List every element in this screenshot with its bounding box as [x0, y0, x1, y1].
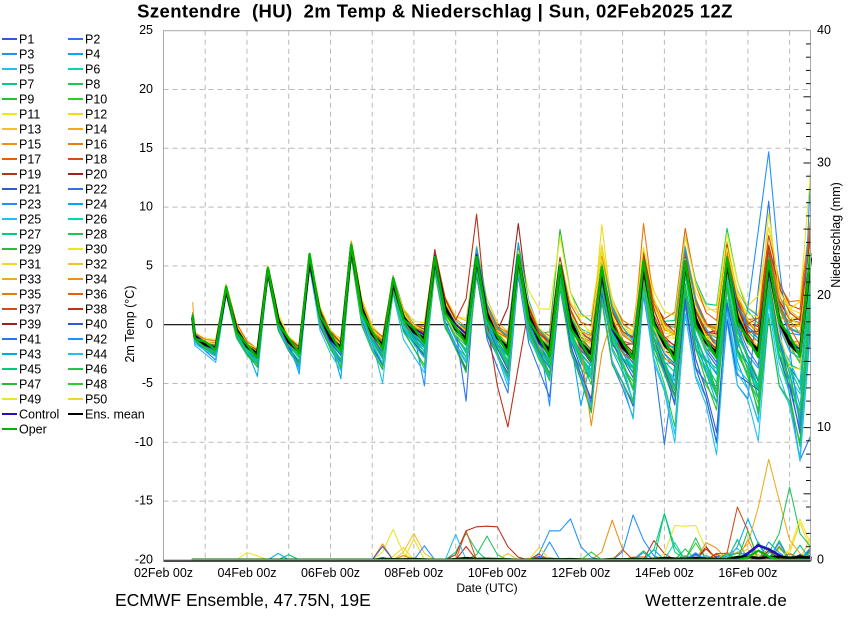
- svg-text:P4: P4: [85, 48, 100, 62]
- svg-text:20: 20: [817, 288, 831, 302]
- svg-text:P44: P44: [85, 348, 107, 362]
- svg-text:P40: P40: [85, 318, 107, 332]
- svg-text:30: 30: [817, 156, 831, 170]
- svg-text:Wetterzentrale.de: Wetterzentrale.de: [645, 591, 787, 610]
- svg-text:-20: -20: [135, 552, 153, 566]
- svg-text:P30: P30: [85, 243, 107, 257]
- svg-text:P34: P34: [85, 273, 107, 287]
- svg-text:P37: P37: [19, 303, 41, 317]
- svg-text:10Feb 00z: 10Feb 00z: [468, 566, 527, 580]
- svg-text:P28: P28: [85, 228, 107, 242]
- svg-text:P38: P38: [85, 303, 107, 317]
- svg-text:-5: -5: [142, 376, 153, 390]
- svg-text:P32: P32: [85, 258, 107, 272]
- svg-text:10: 10: [817, 420, 831, 434]
- svg-text:2m Temp (°C): 2m Temp (°C): [123, 285, 137, 362]
- svg-text:0: 0: [817, 552, 824, 566]
- svg-text:14Feb 00z: 14Feb 00z: [635, 566, 694, 580]
- svg-text:P31: P31: [19, 258, 41, 272]
- svg-text:P25: P25: [19, 213, 41, 227]
- svg-text:P27: P27: [19, 228, 41, 242]
- svg-text:P1: P1: [19, 33, 34, 47]
- svg-text:ECMWF Ensemble, 47.75N, 19E: ECMWF Ensemble, 47.75N, 19E: [115, 590, 371, 610]
- svg-text:15: 15: [139, 141, 153, 155]
- svg-text:P10: P10: [85, 93, 107, 107]
- svg-text:P8: P8: [85, 78, 100, 92]
- svg-text:P11: P11: [19, 108, 40, 122]
- svg-text:20: 20: [139, 82, 153, 96]
- svg-text:P35: P35: [19, 288, 41, 302]
- svg-text:P45: P45: [19, 363, 41, 377]
- svg-text:P3: P3: [19, 48, 34, 62]
- svg-text:40: 40: [817, 23, 831, 37]
- svg-text:P9: P9: [19, 93, 34, 107]
- svg-text:Niederschlag (mm): Niederschlag (mm): [829, 182, 843, 288]
- svg-text:12Feb 00z: 12Feb 00z: [551, 566, 610, 580]
- svg-text:P21: P21: [19, 183, 41, 197]
- svg-text:16Feb 00z: 16Feb 00z: [718, 566, 777, 580]
- svg-text:P14: P14: [85, 123, 107, 137]
- svg-text:P36: P36: [85, 288, 107, 302]
- svg-text:P16: P16: [85, 138, 107, 152]
- svg-text:P50: P50: [85, 393, 107, 407]
- svg-text:10: 10: [139, 200, 153, 214]
- svg-text:P12: P12: [85, 108, 107, 122]
- svg-text:P24: P24: [85, 198, 107, 212]
- svg-text:P17: P17: [19, 153, 41, 167]
- svg-text:P7: P7: [19, 78, 34, 92]
- svg-text:Oper: Oper: [19, 423, 47, 437]
- svg-text:P2: P2: [85, 33, 100, 47]
- svg-text:Ens. mean: Ens. mean: [85, 408, 145, 422]
- svg-text:06Feb 00z: 06Feb 00z: [301, 566, 360, 580]
- svg-text:P41: P41: [19, 333, 41, 347]
- svg-text:P23: P23: [19, 198, 41, 212]
- svg-text:-15: -15: [135, 494, 153, 508]
- svg-text:Date (UTC): Date (UTC): [456, 581, 517, 595]
- svg-text:P39: P39: [19, 318, 41, 332]
- svg-text:P33: P33: [19, 273, 41, 287]
- svg-text:P42: P42: [85, 333, 107, 347]
- svg-text:P22: P22: [85, 183, 107, 197]
- svg-text:P29: P29: [19, 243, 41, 257]
- svg-text:P26: P26: [85, 213, 107, 227]
- svg-text:04Feb 00z: 04Feb 00z: [217, 566, 276, 580]
- svg-text:5: 5: [146, 258, 153, 272]
- svg-text:25: 25: [139, 23, 153, 37]
- svg-text:P48: P48: [85, 378, 107, 392]
- svg-text:P20: P20: [85, 168, 107, 182]
- svg-text:P46: P46: [85, 363, 107, 377]
- svg-text:0: 0: [146, 317, 153, 331]
- svg-text:P13: P13: [19, 123, 41, 137]
- svg-text:P47: P47: [19, 378, 41, 392]
- svg-text:Control: Control: [19, 408, 59, 422]
- svg-text:P6: P6: [85, 63, 100, 77]
- svg-text:P5: P5: [19, 63, 34, 77]
- svg-text:P19: P19: [19, 168, 41, 182]
- svg-text:Szentendre (HU) 2m Temp & Ni: Szentendre (HU) 2m Temp & Niederschlag |…: [137, 1, 733, 22]
- svg-text:02Feb 00z: 02Feb 00z: [134, 566, 193, 580]
- svg-text:08Feb 00z: 08Feb 00z: [384, 566, 443, 580]
- svg-text:P49: P49: [19, 393, 41, 407]
- svg-text:P15: P15: [19, 138, 41, 152]
- svg-text:-10: -10: [135, 435, 153, 449]
- svg-text:P18: P18: [85, 153, 107, 167]
- svg-text:P43: P43: [19, 348, 41, 362]
